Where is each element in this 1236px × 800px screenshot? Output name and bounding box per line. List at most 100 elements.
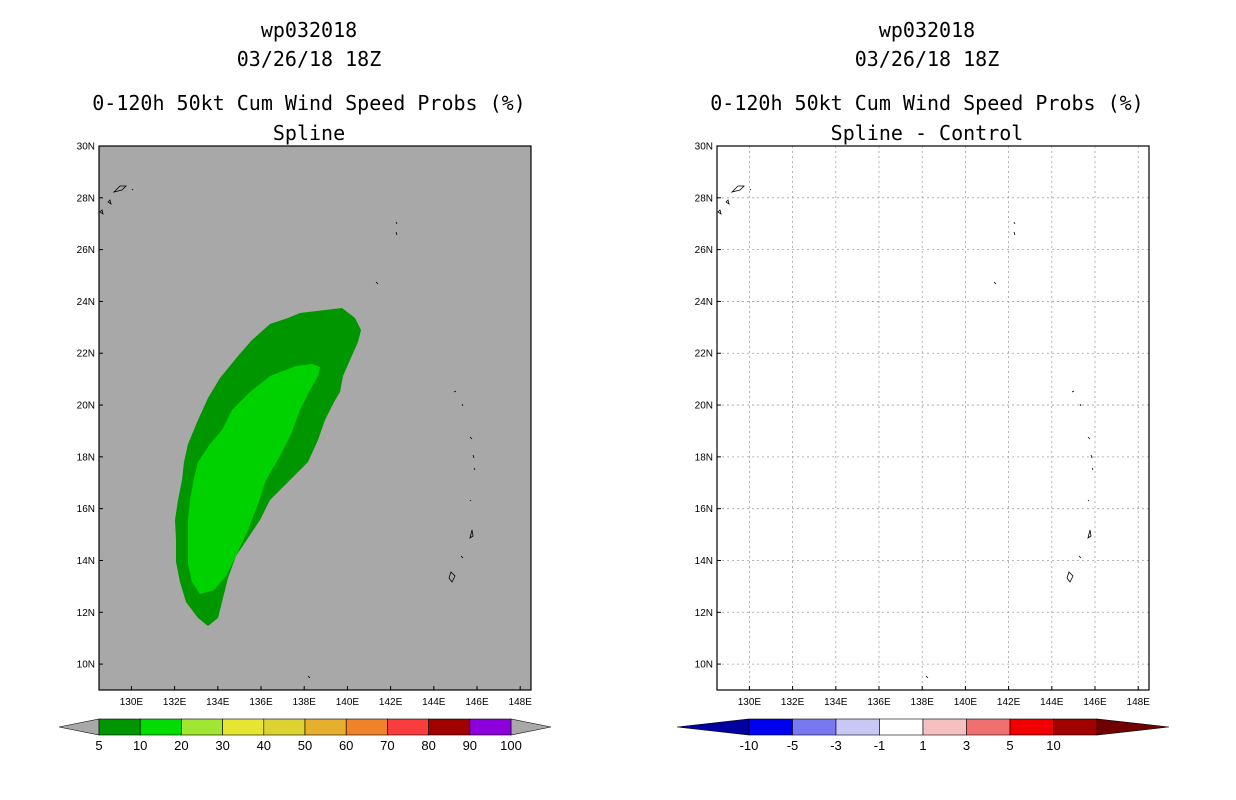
storm-id-title: wp032018 — [878, 18, 976, 42]
colorbar-segment — [792, 718, 837, 736]
map-plot-difference: 130E 132E 134E 136E 138E 140E 142E 144E 146E 148E… — [676, 142, 1170, 753]
x-tick-label: 138E — [911, 697, 935, 708]
colorbar: -10 -5 -3 -1 1 3 5 10 — [676, 718, 1170, 753]
x-tick-label: 146E — [1083, 697, 1107, 708]
y-tick-label: 20N — [695, 401, 713, 412]
y-tick-label: 28N — [77, 193, 95, 204]
colorbar-segment — [966, 718, 1011, 736]
colorbar-segment — [748, 718, 793, 736]
x-tick-label: 132E — [781, 697, 805, 708]
colorbar-label: -1 — [874, 738, 886, 753]
product-title: 0-120h 50kt Cum Wind Speed Probs (%) — [92, 91, 526, 115]
colorbar-label: 10 — [1046, 738, 1060, 753]
colorbar-segment — [835, 718, 880, 736]
colorbar-label: 80 — [421, 738, 435, 753]
colorbar-segment — [1053, 718, 1098, 736]
colorbar-left-arrow — [58, 718, 100, 736]
colorbar-label: 1 — [919, 738, 926, 753]
colorbar-label: -10 — [740, 738, 759, 753]
colorbar-label: -5 — [787, 738, 799, 753]
y-tick-label: 26N — [77, 245, 95, 256]
colorbar-left-arrow — [676, 718, 750, 736]
product-title: 0-120h 50kt Cum Wind Speed Probs (%) — [710, 91, 1144, 115]
map-frame — [716, 145, 1150, 691]
colorbar-segment — [345, 718, 388, 736]
colorbar-right-arrow — [1096, 718, 1170, 736]
colorbar-label: 10 — [133, 738, 147, 753]
y-tick-label: 14N — [695, 556, 713, 567]
prob-contour-10 — [188, 364, 320, 594]
y-tick-label: 18N — [695, 452, 713, 463]
y-tick-label: 22N — [695, 349, 713, 360]
colorbar-segment — [98, 718, 141, 736]
y-tick-label: 22N — [77, 349, 95, 360]
y-tick-label: 12N — [695, 608, 713, 619]
colorbar-label: 3 — [963, 738, 970, 753]
x-tick-label: 148E — [1127, 697, 1151, 708]
coastlines — [99, 185, 476, 679]
colorbar-label: 40 — [257, 738, 271, 753]
y-tick-label: 10N — [695, 660, 713, 671]
x-tick-label: 130E — [120, 697, 144, 708]
datetime-title: 03/26/18 18Z — [854, 47, 1000, 71]
y-tick-label: 28N — [695, 193, 713, 204]
x-tick-label: 142E — [379, 697, 403, 708]
y-tick-label: 14N — [77, 556, 95, 567]
colorbar-label: 100 — [500, 738, 522, 753]
colorbar-segment — [222, 718, 265, 736]
y-tick-label: 20N — [77, 401, 95, 412]
colorbar-right-arrow — [510, 718, 552, 736]
colorbar-label: 5 — [1006, 738, 1013, 753]
colorbar-label: 20 — [174, 738, 188, 753]
colorbar-label: 70 — [380, 738, 394, 753]
x-tick-label: 134E — [824, 697, 848, 708]
panel-spline: wp032018 03/26/18 18Z 0-120h 50kt Cum Wi… — [58, 18, 552, 753]
map-frame — [98, 145, 532, 691]
x-tick-label: 130E — [738, 697, 762, 708]
method-title: Spline - Control — [830, 121, 1024, 145]
y-tick-label: 24N — [77, 297, 95, 308]
colorbar-label: 5 — [95, 738, 102, 753]
x-tick-label: 136E — [867, 697, 891, 708]
x-tick-label: 144E — [422, 697, 446, 708]
colorbar: 5 10 20 30 40 50 60 70 80 90 100 — [58, 718, 552, 753]
y-tick-label: 12N — [77, 608, 95, 619]
map-background — [717, 146, 1149, 690]
storm-id-title: wp032018 — [260, 18, 358, 42]
colorbar-segment — [263, 718, 306, 736]
colorbar-segment — [879, 718, 924, 736]
x-tick-label: 140E — [336, 697, 360, 708]
colorbar-label: 50 — [298, 738, 312, 753]
y-tick-label: 26N — [695, 245, 713, 256]
x-tick-label: 146E — [465, 697, 489, 708]
colorbar-segment — [1009, 718, 1054, 736]
y-tick-label: 16N — [77, 504, 95, 515]
axes: 130E 132E 134E 136E 138E 140E 142E 144E 146E 148E… — [77, 142, 533, 709]
y-tick-label: 16N — [695, 504, 713, 515]
x-tick-label: 134E — [206, 697, 230, 708]
datetime-title: 03/26/18 18Z — [236, 47, 382, 71]
x-tick-label: 132E — [163, 697, 187, 708]
colorbar-label: -3 — [830, 738, 842, 753]
colorbar-segment — [469, 718, 512, 736]
colorbar-segment — [139, 718, 182, 736]
x-tick-label: 144E — [1040, 697, 1064, 708]
colorbar-segment — [181, 718, 223, 736]
y-tick-label: 10N — [77, 660, 95, 671]
y-tick-label: 24N — [695, 297, 713, 308]
x-tick-label: 136E — [249, 697, 273, 708]
y-tick-label: 30N — [695, 142, 713, 153]
y-tick-label: 30N — [77, 142, 95, 153]
colorbar-label: 60 — [339, 738, 353, 753]
x-tick-label: 138E — [293, 697, 317, 708]
method-title: Spline — [272, 121, 346, 145]
map-plot-spline: 130E 132E 134E 136E 138E 140E 142E 144E 146E 148E… — [58, 142, 552, 753]
x-tick-label: 148E — [509, 697, 533, 708]
y-tick-label: 18N — [77, 452, 95, 463]
colorbar-segment — [428, 718, 471, 736]
colorbar-label: 30 — [215, 738, 229, 753]
colorbar-segment — [922, 718, 967, 736]
x-tick-label: 140E — [954, 697, 978, 708]
colorbar-label: 90 — [463, 738, 477, 753]
x-tick-label: 142E — [997, 697, 1021, 708]
